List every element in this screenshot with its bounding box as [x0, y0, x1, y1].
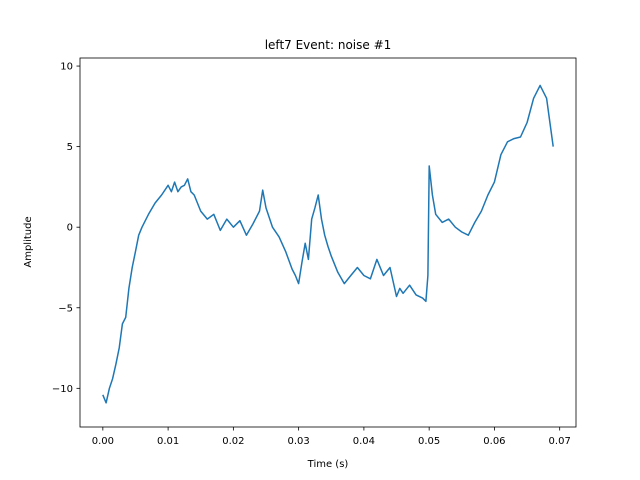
x-tick-label: 0.05	[418, 436, 440, 447]
y-axis: −10 −5 0 5 10	[52, 62, 80, 395]
x-tick-label: 0.03	[287, 436, 309, 447]
y-tick-label: −5	[58, 303, 73, 314]
x-tick-label: 0.02	[222, 436, 244, 447]
x-tick-label: 0.04	[353, 436, 375, 447]
x-tick-label: 0.01	[157, 436, 179, 447]
y-tick-label: 10	[60, 62, 73, 73]
x-tick-label: 0.00	[92, 436, 114, 447]
x-tick-label: 0.07	[549, 436, 571, 447]
y-tick-label: 0	[67, 223, 73, 234]
x-tick-label: 0.06	[483, 436, 505, 447]
x-axis: 0.00 0.01 0.02 0.03 0.04 0.05 0.06 0.07	[92, 427, 571, 447]
chart-title: left7 Event: noise #1	[265, 38, 392, 52]
x-axis-title: Time (s)	[307, 459, 349, 470]
y-tick-label: −10	[52, 384, 73, 395]
plot-frame	[79, 57, 577, 428]
series-line-1	[102, 84, 554, 404]
y-tick-label: 5	[67, 142, 73, 153]
plot-area	[102, 84, 554, 404]
y-axis-title: Amplitude	[23, 216, 34, 267]
